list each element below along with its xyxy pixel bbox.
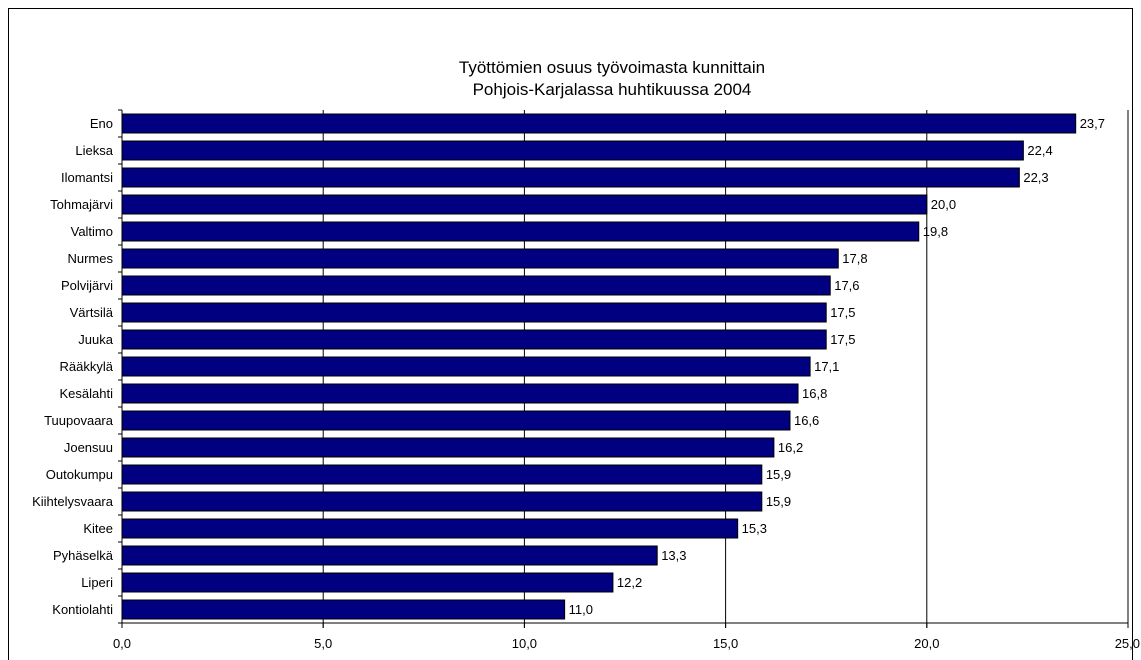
category-label-3: Tohmajärvi [50,197,113,212]
axes [118,109,1129,628]
category-label-5: Nurmes [67,251,113,266]
category-label-7: Värtsilä [70,305,114,320]
value-label-10: 16,8 [802,386,827,401]
category-label-16: Pyhäselkä [53,548,114,563]
category-label-13: Outokumpu [46,467,113,482]
bar-12 [121,437,775,458]
category-label-18: Kontiolahti [52,602,113,617]
value-label-17: 12,2 [617,575,642,590]
value-label-6: 17,6 [834,278,859,293]
category-label-9: Rääkkylä [60,359,114,374]
bar-0 [121,113,1077,134]
bars [121,113,1077,620]
x-tick-label-2: 10,0 [512,636,537,651]
bar-3 [121,194,928,215]
category-label-4: Valtimo [71,224,113,239]
value-label-4: 19,8 [923,224,948,239]
bar-17 [121,572,614,593]
chart-title-line-2: Pohjois-Karjalassa huhtikuussa 2004 [473,80,752,99]
value-label-0: 23,7 [1080,116,1105,131]
bar-16 [121,545,658,566]
bar-6 [121,275,831,296]
bar-8 [121,329,827,350]
category-label-12: Joensuu [64,440,113,455]
category-label-8: Juuka [78,332,113,347]
value-label-2: 22,3 [1023,170,1048,185]
bar-1 [121,140,1024,161]
chart-title-line-1: Työttömien osuus työvoimasta kunnittain [459,58,765,77]
category-label-15: Kitee [83,521,113,536]
category-label-17: Liperi [81,575,113,590]
bar-4 [121,221,920,242]
bar-10 [121,383,799,404]
bar-18 [121,599,566,620]
value-label-11: 16,6 [794,413,819,428]
value-label-7: 17,5 [830,305,855,320]
value-label-14: 15,9 [766,494,791,509]
bar-13 [121,464,763,485]
x-tick-label-4: 20,0 [914,636,939,651]
value-label-8: 17,5 [830,332,855,347]
bar-11 [121,410,791,431]
category-label-10: Kesälahti [60,386,114,401]
category-label-1: Lieksa [75,143,113,158]
value-label-16: 13,3 [661,548,686,563]
category-label-0: Eno [90,116,113,131]
value-label-13: 15,9 [766,467,791,482]
value-label-18: 11,0 [569,602,593,617]
category-label-2: Ilomantsi [61,170,113,185]
bar-2 [121,167,1020,188]
value-label-12: 16,2 [778,440,803,455]
value-label-1: 22,4 [1027,143,1052,158]
bar-5 [121,248,839,269]
category-label-14: Kiihtelysvaara [32,494,114,509]
value-label-15: 15,3 [742,521,767,536]
category-label-11: Tuupovaara [44,413,114,428]
value-label-5: 17,8 [842,251,867,266]
bar-14 [121,491,763,512]
x-tick-label-1: 5,0 [314,636,332,651]
value-label-9: 17,1 [814,359,839,374]
x-tick-label-0: 0,0 [113,636,131,651]
bar-7 [121,302,827,323]
value-label-3: 20,0 [931,197,956,212]
category-label-6: Polvijärvi [61,278,113,293]
x-tick-label-3: 15,0 [713,636,738,651]
x-tick-label-5: 25,0 [1115,636,1140,651]
bar-9 [121,356,811,377]
labels: Eno 23,7 Lieksa 22,4 Ilomantsi 22,3 Tohmajärvi… [32,116,1140,651]
bar-15 [121,518,739,539]
